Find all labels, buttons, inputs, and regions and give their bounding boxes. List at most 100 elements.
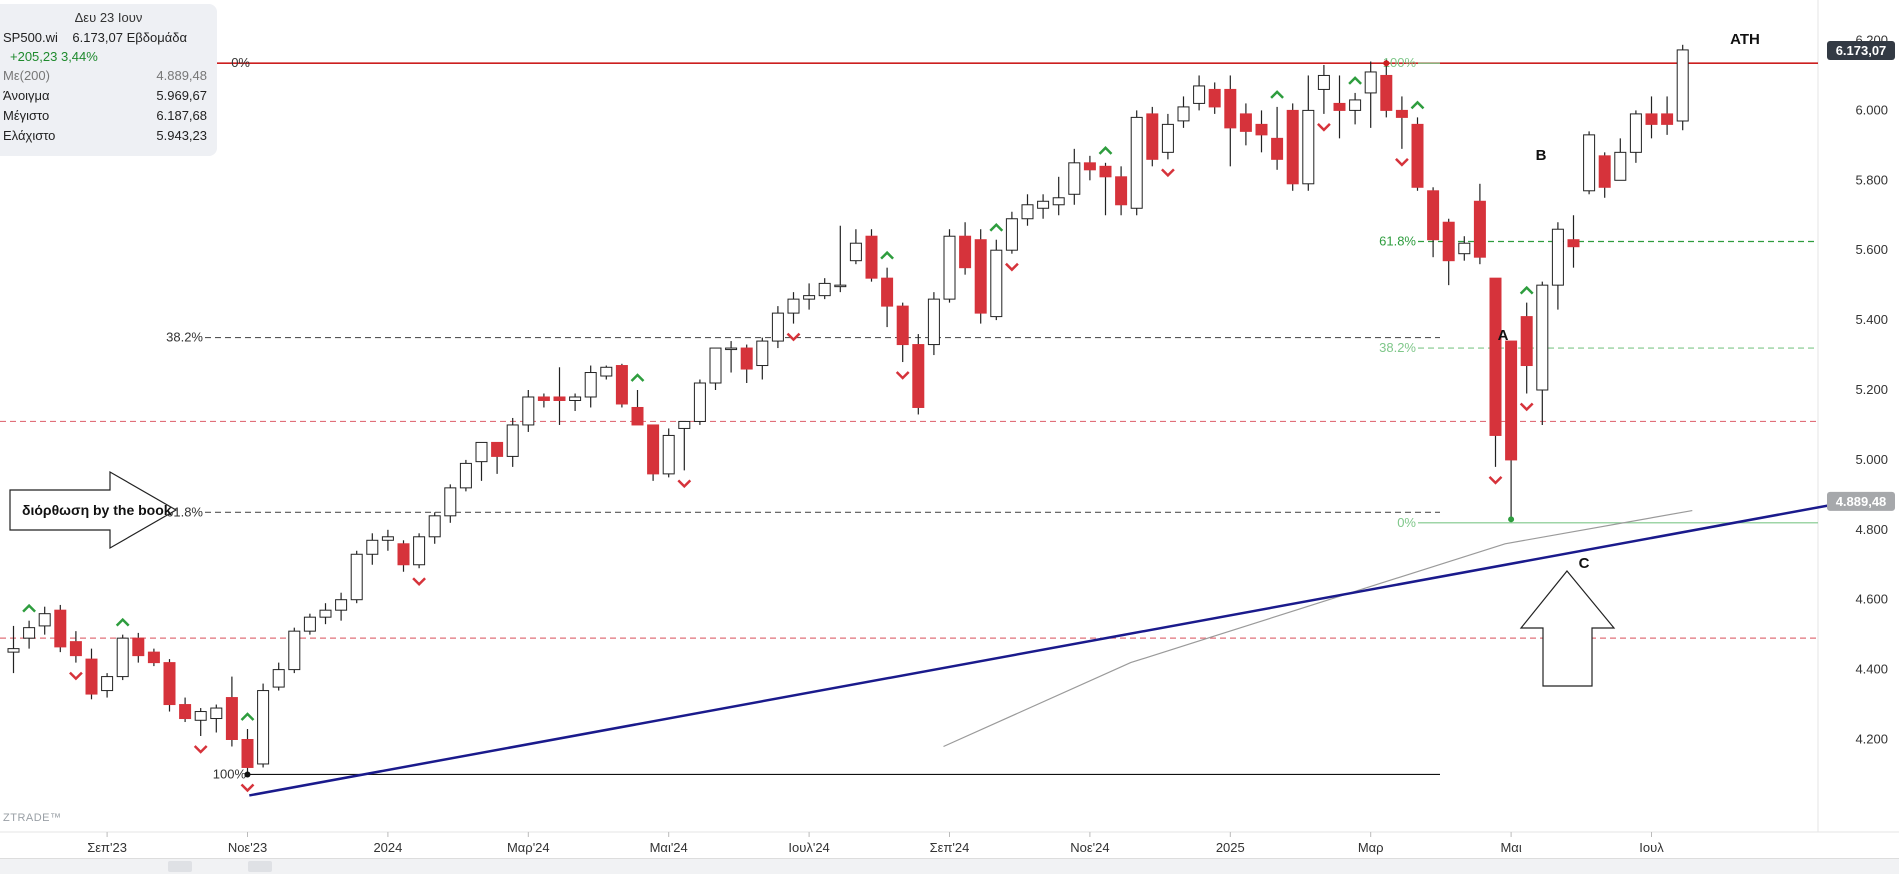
- x-tick-label: Ιουλ: [1639, 840, 1664, 855]
- candle-body: [631, 406, 644, 426]
- up-arrow: [1519, 570, 1616, 687]
- candle-body: [257, 690, 270, 765]
- candle-body: [522, 396, 535, 426]
- candle-body: [537, 396, 550, 401]
- info-price: 6.173,07: [72, 30, 123, 45]
- candle-body: [709, 347, 722, 384]
- info-value: 4.889,48: [156, 68, 207, 83]
- candle-body: [85, 658, 98, 695]
- candle-body: [1161, 123, 1174, 153]
- candle-body: [428, 515, 441, 538]
- sell-signal-arrow: [895, 371, 910, 380]
- candle-body: [1645, 113, 1658, 125]
- candle-body: [803, 295, 816, 300]
- info-value: 5.969,67: [156, 88, 207, 103]
- candle-body: [569, 396, 582, 401]
- candle-body: [1021, 204, 1034, 220]
- wave-label: ATH: [1730, 31, 1760, 48]
- candle-body: [475, 441, 488, 463]
- level-label: 0%: [1397, 515, 1416, 530]
- candle-body: [1629, 113, 1642, 153]
- candle-body: [1598, 155, 1611, 188]
- candle-body: [1317, 74, 1330, 90]
- level-label: 0%: [231, 55, 250, 70]
- buy-signal-arrow: [880, 250, 894, 260]
- candle-body: [1037, 200, 1050, 209]
- candle-body: [319, 609, 332, 618]
- sell-signal-arrow: [1395, 157, 1409, 167]
- info-period: Εβδομάδα: [126, 30, 187, 45]
- sell-signal-arrow: [412, 577, 426, 587]
- buy-signal-arrow: [22, 603, 36, 613]
- candle-body: [163, 662, 176, 706]
- wave-label: A: [1498, 327, 1509, 344]
- buy-signal-arrow: [1410, 100, 1425, 110]
- candle-body: [896, 305, 909, 346]
- candle-body: [350, 553, 363, 601]
- y-tick-label: 5.600: [1855, 242, 1888, 257]
- candle-body: [615, 365, 628, 405]
- horizontal-scrollbar[interactable]: [0, 858, 1899, 874]
- candle-body: [647, 424, 660, 475]
- candle-body: [1099, 165, 1112, 178]
- candle-body: [1349, 99, 1362, 111]
- candle-body: [1130, 116, 1143, 209]
- buy-signal-arrow: [240, 712, 255, 721]
- info-change: +205,23 3,44%: [10, 49, 98, 64]
- level-label: 100%: [213, 766, 247, 781]
- candle-body: [1193, 85, 1206, 104]
- sell-signal-arrow: [193, 745, 208, 754]
- x-tick-label: 2024: [373, 840, 402, 855]
- sell-signal-arrow: [1161, 168, 1175, 178]
- candle-body: [927, 298, 940, 346]
- y-tick-label: 4.600: [1855, 592, 1888, 607]
- candle-body: [865, 235, 878, 279]
- candle-body: [974, 239, 987, 314]
- candle-body: [1286, 109, 1299, 185]
- candle-body: [834, 284, 847, 288]
- candle-body: [1115, 176, 1128, 206]
- sell-signal-arrow: [240, 783, 255, 793]
- level-label: 38.2%: [1379, 340, 1416, 355]
- scroll-handle-left[interactable]: [168, 861, 192, 872]
- candle-body: [506, 424, 519, 457]
- level-label: 61.8%: [166, 504, 203, 519]
- y-tick-label: 5.800: [1855, 172, 1888, 187]
- current-price-tag-bg: [1827, 40, 1895, 60]
- brand-watermark: ZTRADE™: [3, 812, 62, 824]
- candle-body: [272, 669, 285, 688]
- info-label: Με(200): [3, 68, 50, 83]
- scroll-handle-right[interactable]: [248, 861, 272, 872]
- candle-body: [54, 609, 67, 648]
- sell-signal-arrow: [677, 479, 692, 489]
- candle-body: [725, 347, 738, 351]
- candle-body: [1146, 113, 1159, 160]
- buy-signal-arrow: [630, 373, 645, 382]
- candle-body: [23, 627, 36, 639]
- candle-body: [225, 697, 238, 740]
- y-tick-label: 4.400: [1855, 662, 1888, 677]
- candle-body: [1364, 71, 1377, 94]
- candle-body: [1411, 123, 1424, 188]
- info-label: Ελάχιστο: [3, 128, 56, 143]
- swing-low-marker: [1508, 516, 1515, 523]
- info-row-ma: Με(200) 4.889,48: [0, 66, 217, 86]
- moving-average-tag: 4.889,48: [1836, 494, 1887, 509]
- level-label: 61.8%: [1379, 233, 1416, 248]
- swing-high-marker: [1383, 60, 1390, 67]
- info-symbol[interactable]: SP500.wi: [3, 30, 58, 45]
- candle-body: [1239, 113, 1252, 132]
- candle-body: [7, 648, 20, 653]
- candle-body: [1473, 200, 1486, 258]
- current-price-tag: 6.173,07: [1836, 43, 1887, 58]
- candle-body: [335, 599, 348, 611]
- y-tick-label: 6.000: [1855, 102, 1888, 117]
- candle-body: [662, 434, 675, 475]
- candle-body: [397, 543, 410, 566]
- candle-body: [756, 340, 769, 367]
- buy-signal-arrow: [115, 617, 130, 627]
- candle-body: [818, 282, 831, 297]
- sell-signal-arrow: [786, 332, 801, 342]
- candle-body: [1302, 109, 1315, 185]
